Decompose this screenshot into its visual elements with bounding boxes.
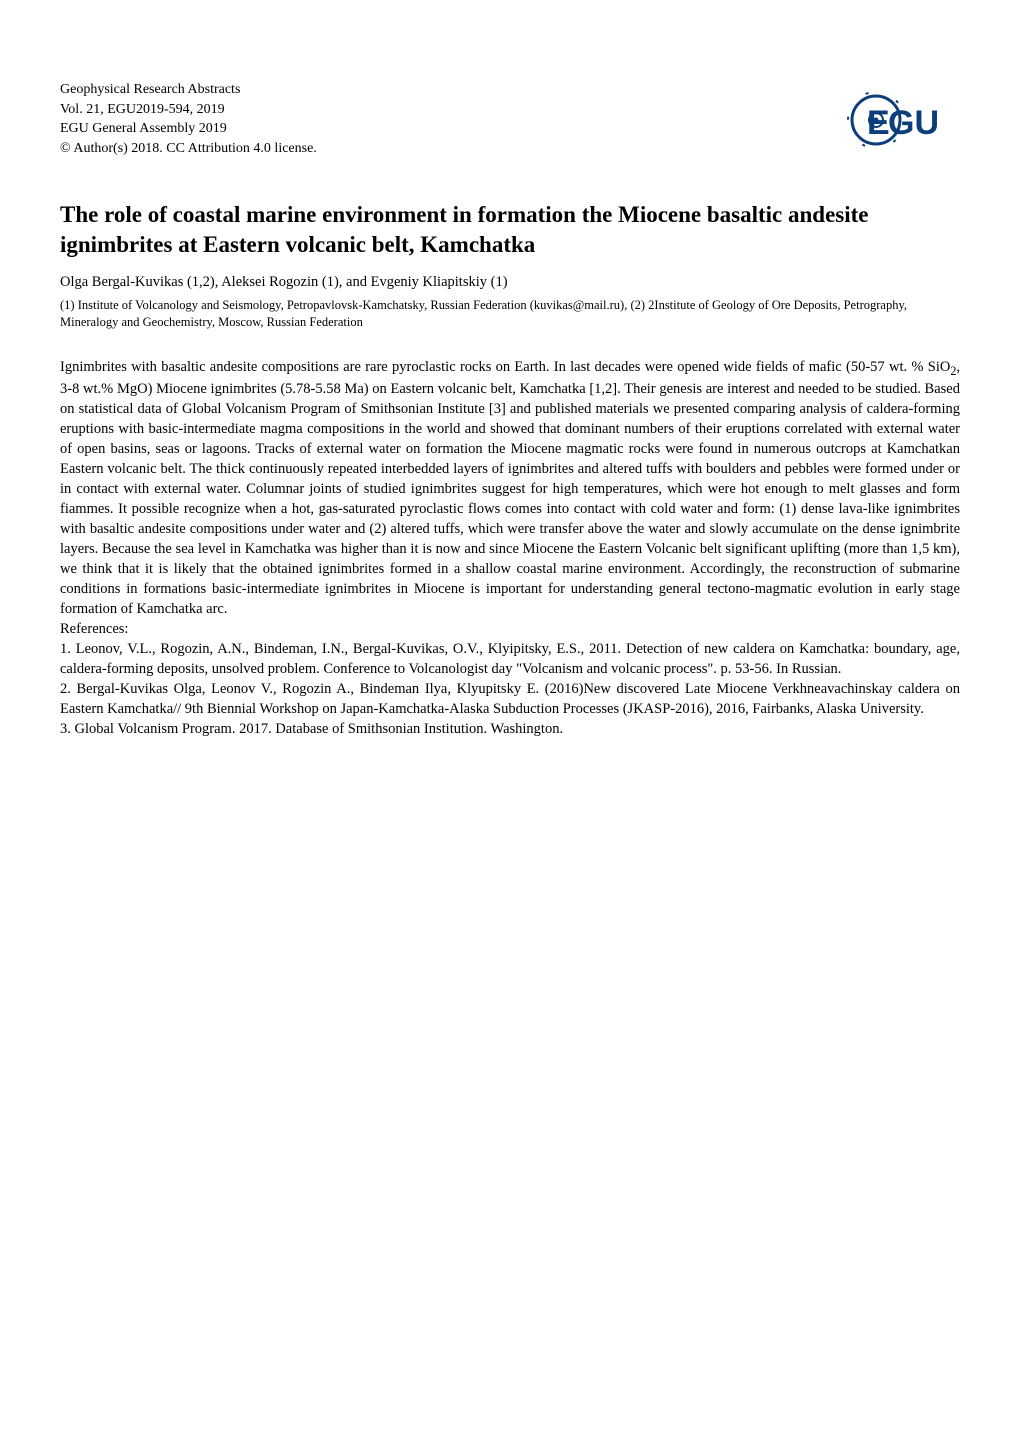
authors-line: Olga Bergal-Kuvikas (1,2), Aleksei Rogoz… <box>60 274 960 291</box>
abstract-text-b: , 3-8 wt.% MgO) Miocene ignimbrites (5.7… <box>60 359 960 618</box>
reference-3: 3. Global Volcanism Program. 2017. Datab… <box>60 719 960 739</box>
license-line: © Author(s) 2018. CC Attribution 4.0 lic… <box>60 139 317 159</box>
reference-1: 1. Leonov, V.L., Rogozin, A.N., Bindeman… <box>60 639 960 679</box>
references-heading: References: <box>60 619 960 639</box>
affiliations-line: (1) Institute of Volcanology and Seismol… <box>60 297 960 331</box>
journal-name: Geophysical Research Abstracts <box>60 80 317 100</box>
abstract-body: Ignimbrites with basaltic andesite compo… <box>60 357 960 740</box>
reference-2: 2. Bergal-Kuvikas Olga, Leonov V., Rogoz… <box>60 679 960 719</box>
header-row: Geophysical Research Abstracts Vol. 21, … <box>60 80 960 160</box>
meta-block: Geophysical Research Abstracts Vol. 21, … <box>60 80 317 158</box>
egu-logo: GU E <box>840 80 960 160</box>
volume-line: Vol. 21, EGU2019-594, 2019 <box>60 100 317 120</box>
svg-text:E: E <box>867 104 890 142</box>
egu-logo-icon: GU E <box>840 80 960 160</box>
assembly-line: EGU General Assembly 2019 <box>60 119 317 139</box>
abstract-text-a: Ignimbrites with basaltic andesite compo… <box>60 359 950 375</box>
abstract-paragraph: Ignimbrites with basaltic andesite compo… <box>60 357 960 620</box>
svg-text:GU: GU <box>888 104 939 142</box>
paper-title: The role of coastal marine environment i… <box>60 200 960 260</box>
